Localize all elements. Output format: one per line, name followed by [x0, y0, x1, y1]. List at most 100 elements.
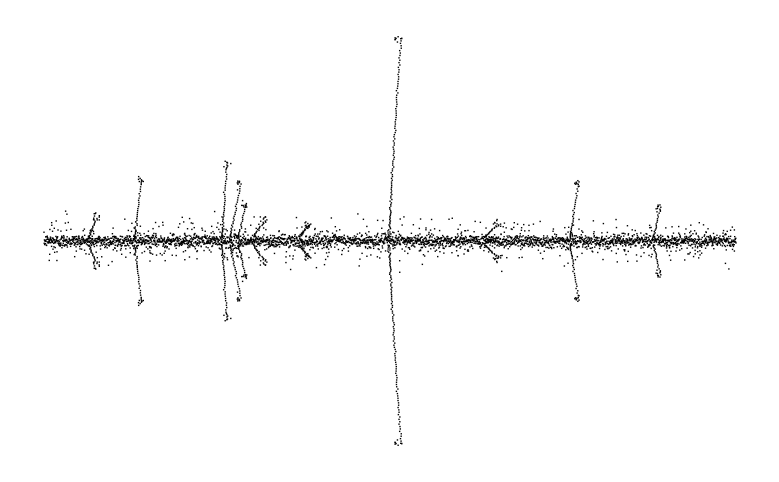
feature-point: [390, 297, 393, 299]
feature-point: [389, 233, 391, 235]
baseline-point: [396, 241, 399, 244]
baseline-point: [549, 244, 551, 247]
noise-point: [315, 266, 318, 269]
feature-point: [90, 231, 92, 233]
noise-point: [88, 253, 90, 255]
baseline-point: [481, 242, 484, 244]
baseline-point: [201, 238, 203, 240]
noise-point: [421, 246, 424, 249]
baseline-point: [658, 235, 660, 238]
feature-point: [577, 190, 579, 192]
noise-point: [149, 250, 151, 252]
baseline-point: [644, 240, 646, 243]
baseline-point: [388, 239, 391, 242]
baseline-point: [615, 240, 618, 242]
baseline-point: [164, 241, 167, 243]
baseline-point: [545, 246, 547, 249]
baseline-point: [547, 241, 550, 243]
baseline-point: [386, 238, 388, 240]
noise-point: [438, 229, 441, 232]
baseline-point: [178, 244, 181, 246]
baseline-point: [670, 242, 673, 244]
baseline-point: [291, 240, 293, 242]
feature-point: [224, 280, 226, 283]
baseline-point: [320, 243, 322, 246]
feature-point: [302, 231, 305, 233]
feature-point: [233, 261, 235, 263]
baseline-point: [374, 239, 376, 241]
feature-point: [397, 76, 400, 78]
baseline-point: [336, 239, 339, 242]
baseline-point: [237, 245, 239, 247]
feature-point: [134, 244, 136, 246]
baseline-point: [183, 237, 186, 239]
feature-tip-point: [241, 275, 243, 278]
baseline-point: [80, 243, 82, 246]
baseline-point: [58, 244, 60, 246]
feature-tip-point: [138, 299, 141, 302]
baseline-point: [184, 240, 186, 243]
baseline-point: [430, 248, 432, 250]
baseline-point: [490, 240, 492, 243]
baseline-point: [61, 235, 63, 238]
baseline-point: [510, 240, 513, 243]
baseline-point: [712, 232, 715, 235]
baseline-point: [634, 240, 636, 243]
baseline-point: [308, 236, 311, 239]
baseline-point: [211, 245, 214, 247]
baseline-point: [321, 238, 324, 240]
baseline-point: [525, 240, 527, 243]
noise-point: [566, 247, 569, 250]
baseline-point: [112, 238, 115, 240]
baseline-point: [276, 245, 278, 247]
feature-point: [392, 148, 395, 150]
baseline-point: [216, 236, 218, 239]
baseline-point: [565, 238, 567, 240]
baseline-point: [155, 232, 157, 235]
noise-point: [725, 249, 727, 251]
baseline-point: [600, 236, 603, 239]
feature-tip-point: [492, 223, 495, 225]
baseline-point: [570, 238, 572, 240]
baseline-point: [287, 242, 289, 245]
baseline-point: [369, 246, 371, 248]
baseline-point: [442, 245, 444, 247]
baseline-point: [374, 235, 376, 237]
feature-point: [305, 253, 307, 256]
baseline-point: [574, 237, 577, 240]
feature-point: [655, 224, 658, 227]
feature-point: [574, 201, 577, 203]
noise-point: [418, 227, 421, 230]
baseline-point: [446, 241, 448, 244]
baseline-point: [431, 239, 433, 241]
feature-point: [570, 254, 573, 256]
feature-point: [657, 266, 659, 268]
baseline-point: [708, 239, 711, 241]
noise-point: [359, 232, 361, 234]
feature-point: [489, 231, 491, 233]
baseline-point: [357, 245, 359, 247]
baseline-point: [624, 242, 627, 244]
baseline-point: [531, 242, 533, 244]
baseline-point: [478, 243, 480, 245]
baseline-point: [602, 243, 605, 245]
baseline-point: [666, 239, 668, 242]
feature-point: [388, 234, 390, 237]
baseline-point: [444, 237, 446, 239]
baseline-point: [724, 234, 726, 236]
baseline-point: [96, 244, 98, 247]
noise-point: [55, 220, 57, 222]
baseline-point: [638, 242, 641, 244]
baseline-point: [306, 244, 309, 247]
feature-tip-point: [230, 317, 232, 320]
feature-point: [221, 231, 224, 233]
baseline-point: [380, 239, 383, 242]
feature-point: [397, 66, 400, 69]
baseline-point: [694, 244, 697, 246]
baseline-point: [306, 240, 308, 243]
noise-point: [574, 259, 577, 261]
baseline-point: [331, 232, 334, 234]
baseline-point: [364, 246, 367, 249]
feature-point: [235, 207, 238, 210]
feature-point: [387, 232, 389, 234]
